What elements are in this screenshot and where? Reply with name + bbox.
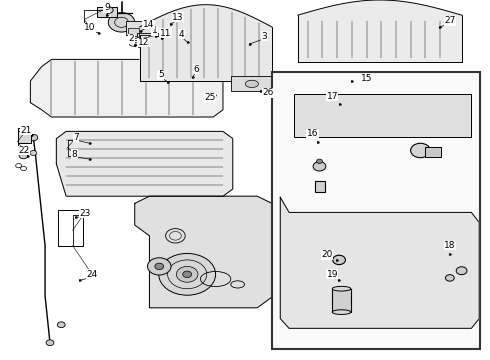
- Text: 7: 7: [73, 133, 79, 142]
- Text: 24: 24: [87, 270, 98, 279]
- Ellipse shape: [245, 80, 259, 87]
- Circle shape: [159, 253, 216, 295]
- Text: 2: 2: [128, 35, 134, 44]
- Circle shape: [29, 134, 38, 141]
- Text: 23: 23: [79, 209, 91, 217]
- Text: 22: 22: [18, 146, 29, 155]
- Circle shape: [176, 266, 198, 282]
- Text: 8: 8: [72, 150, 77, 159]
- Polygon shape: [135, 196, 282, 308]
- Text: 15: 15: [361, 74, 372, 83]
- Bar: [126, 21, 154, 35]
- Text: 5: 5: [158, 71, 164, 80]
- Bar: [315, 181, 325, 192]
- Bar: [332, 289, 351, 312]
- Circle shape: [456, 267, 467, 275]
- Ellipse shape: [332, 310, 351, 315]
- Text: 10: 10: [84, 23, 96, 32]
- Circle shape: [19, 152, 28, 159]
- Text: 25: 25: [204, 94, 216, 103]
- Circle shape: [333, 255, 345, 265]
- Circle shape: [445, 275, 454, 281]
- Circle shape: [155, 263, 164, 270]
- Bar: [272, 72, 480, 349]
- Polygon shape: [30, 59, 223, 117]
- Text: 26: 26: [263, 89, 274, 98]
- Bar: [58, 210, 83, 246]
- Circle shape: [57, 322, 65, 328]
- Bar: [231, 76, 271, 91]
- Text: 9: 9: [104, 4, 110, 13]
- Circle shape: [411, 143, 430, 158]
- Text: 1: 1: [151, 26, 157, 35]
- Text: 12: 12: [138, 38, 149, 47]
- Text: 14: 14: [143, 20, 154, 29]
- Text: 19: 19: [326, 270, 338, 279]
- Bar: [18, 128, 31, 143]
- Text: 20: 20: [321, 251, 333, 259]
- Bar: [97, 7, 117, 17]
- Circle shape: [108, 13, 135, 32]
- Polygon shape: [56, 131, 233, 196]
- Text: 11: 11: [160, 29, 172, 38]
- Circle shape: [104, 7, 113, 13]
- Bar: [128, 28, 139, 38]
- Circle shape: [147, 258, 171, 275]
- Text: 17: 17: [326, 92, 338, 101]
- Bar: [425, 147, 441, 157]
- Polygon shape: [280, 197, 479, 328]
- Text: 27: 27: [444, 17, 456, 26]
- Text: 16: 16: [307, 130, 318, 139]
- Text: 18: 18: [444, 241, 456, 250]
- Text: 21: 21: [20, 126, 32, 135]
- Text: 6: 6: [193, 65, 199, 74]
- Ellipse shape: [332, 287, 351, 291]
- Circle shape: [30, 150, 37, 156]
- Circle shape: [317, 159, 322, 163]
- Text: 4: 4: [178, 30, 184, 39]
- Circle shape: [313, 162, 326, 171]
- Text: 13: 13: [172, 13, 184, 22]
- Circle shape: [46, 340, 54, 346]
- Text: 3: 3: [262, 32, 268, 41]
- Bar: [294, 94, 471, 137]
- Circle shape: [183, 271, 192, 278]
